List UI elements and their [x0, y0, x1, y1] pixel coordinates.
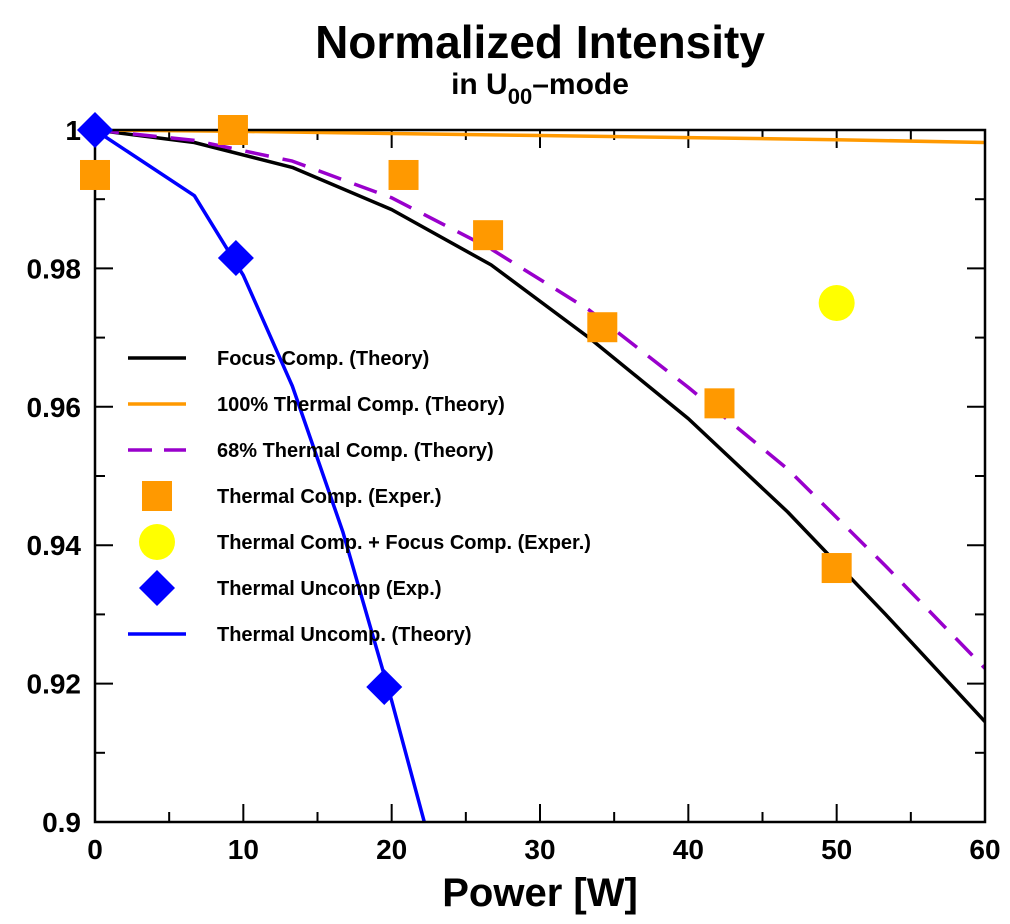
chart-subtitle-subscript: 00 — [508, 84, 532, 109]
data-point-thermal-uncomp-exp — [366, 669, 403, 706]
data-point-thermal-comp-exper — [217, 115, 248, 145]
x-tick-label: 50 — [821, 834, 852, 865]
plot-markers — [77, 112, 855, 706]
y-tick-label: 0.94 — [27, 530, 82, 561]
data-point-thermal-comp-exper — [473, 220, 504, 251]
y-tick-label: 0.98 — [27, 253, 82, 284]
legend-label-thermal-uncomp-exp: Thermal Uncomp (Exp.) — [217, 578, 441, 600]
x-axis-label: Power [W] — [442, 871, 638, 915]
legend-swatch-thermal-comp-focus-comp-exper — [139, 524, 175, 560]
axis-ticks — [94, 129, 986, 823]
x-tick-label: 0 — [87, 834, 103, 865]
legend: Focus Comp. (Theory) 100% Thermal Comp. (… — [128, 348, 591, 646]
legend-label-focus-comp-theory: Focus Comp. (Theory) — [217, 348, 429, 370]
data-point-thermal-uncomp-exp — [217, 240, 254, 277]
x-tick-label: 40 — [673, 834, 704, 865]
chart-subtitle-prefix: in U — [451, 68, 508, 101]
y-tick-label: 1 — [65, 115, 81, 146]
legend-swatch-thermal-comp-exper — [142, 481, 172, 511]
data-point-thermal-comp-focus-comp-exper — [818, 285, 855, 321]
legend-label-thermal-uncomp-theory: Thermal Uncomp. (Theory) — [217, 624, 471, 646]
y-tick-label: 0.9 — [42, 807, 81, 838]
data-point-thermal-uncomp-exp — [77, 112, 113, 148]
y-tick-label: 0.92 — [27, 669, 82, 700]
x-tick-label: 30 — [524, 834, 555, 865]
legend-swatch-thermal-uncomp-exp — [139, 570, 175, 606]
chart-title: Normalized Intensity — [315, 16, 765, 68]
x-tick-label: 10 — [228, 834, 259, 865]
x-tick-label: 20 — [376, 834, 407, 865]
legend-label-thermal-comp-exper: Thermal Comp. (Exper.) — [217, 486, 442, 508]
x-tick-label: 60 — [969, 834, 1000, 865]
data-point-thermal-comp-exper — [704, 388, 735, 419]
series-line-68-thermal-comp-theory — [95, 130, 985, 670]
data-point-thermal-comp-exper — [587, 312, 618, 343]
axis-tick-labels: 0 10 20 30 40 50 60 0.9 0.92 0.94 0.96 0.98 1 — [27, 115, 1001, 865]
series-line-thermal-uncomp-theory — [95, 130, 426, 822]
legend-label-thermal-comp-focus-comp-exper: Thermal Comp. + Focus Comp. (Exper.) — [217, 532, 591, 554]
chart-subtitle: in U00–mode — [451, 68, 629, 109]
legend-label-100-thermal-comp-theory: 100% Thermal Comp. (Theory) — [217, 394, 505, 416]
data-point-thermal-comp-exper — [80, 159, 110, 190]
y-tick-label: 0.96 — [27, 392, 82, 423]
data-point-thermal-comp-exper — [388, 159, 419, 190]
data-point-thermal-comp-exper — [821, 553, 852, 584]
plot-frame — [93, 128, 987, 824]
plot-series — [95, 130, 985, 822]
chart-subtitle-suffix: –mode — [532, 68, 629, 101]
legend-label-68-thermal-comp-theory: 68% Thermal Comp. (Theory) — [217, 440, 494, 462]
